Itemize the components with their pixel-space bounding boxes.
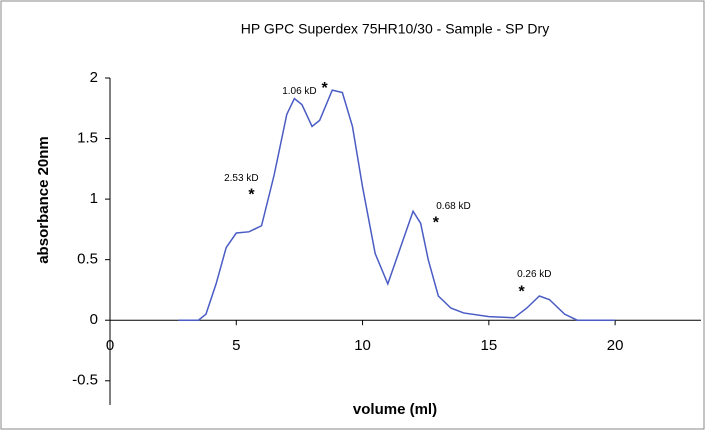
annotation: 0.68 kD (436, 201, 470, 212)
y-tick-label: 1.5 (77, 130, 98, 147)
data-line (178, 89, 616, 321)
chart-title: HP GPC Superdex 75HR10/30 - Sample - SP … (241, 21, 549, 37)
y-tick-label: 1 (90, 190, 98, 207)
annotation: 0.26 kD (517, 269, 551, 280)
annotation: 1.06 kD (282, 86, 316, 97)
annotation: 2.53 kD (224, 173, 258, 184)
y-axis-label: absorbance 20nm (35, 136, 52, 264)
annotation: * (248, 187, 255, 204)
x-tick-label: 20 (607, 337, 624, 354)
x-tick-label: 5 (232, 337, 240, 354)
annotation: * (519, 284, 526, 301)
y-tick-label: -0.5 (72, 372, 98, 389)
annotation: * (322, 80, 329, 97)
x-tick-label: 0 (106, 337, 114, 354)
y-tick-label: 0.5 (77, 251, 98, 268)
x-tick-label: 10 (354, 337, 371, 354)
x-tick-label: 15 (481, 337, 498, 354)
y-tick-label: 2 (90, 69, 98, 86)
x-axis-label: volume (ml) (353, 401, 437, 418)
y-tick-label: 0 (90, 311, 98, 328)
annotation: * (433, 215, 440, 232)
